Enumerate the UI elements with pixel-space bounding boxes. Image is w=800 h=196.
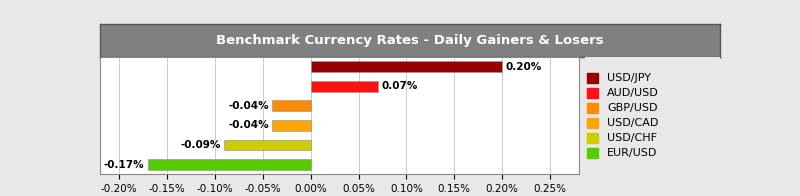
Bar	[272, 120, 310, 131]
Legend: USD/JPY, AUD/USD, GBP/USD, USD/CAD, USD/CHF, EUR/USD: USD/JPY, AUD/USD, GBP/USD, USD/CAD, USD/…	[584, 69, 662, 162]
Bar	[148, 159, 310, 170]
Text: -0.04%: -0.04%	[228, 120, 269, 130]
Text: -0.04%: -0.04%	[228, 101, 269, 111]
Text: 0.07%: 0.07%	[381, 81, 418, 91]
Text: 0.20%: 0.20%	[506, 62, 542, 72]
Text: -0.17%: -0.17%	[104, 160, 145, 170]
Bar	[310, 81, 378, 92]
Bar	[225, 140, 310, 150]
Bar	[272, 100, 310, 111]
Text: Benchmark Currency Rates - Daily Gainers & Losers: Benchmark Currency Rates - Daily Gainers…	[216, 34, 604, 47]
Bar	[310, 61, 502, 72]
Text: -0.09%: -0.09%	[181, 140, 221, 150]
